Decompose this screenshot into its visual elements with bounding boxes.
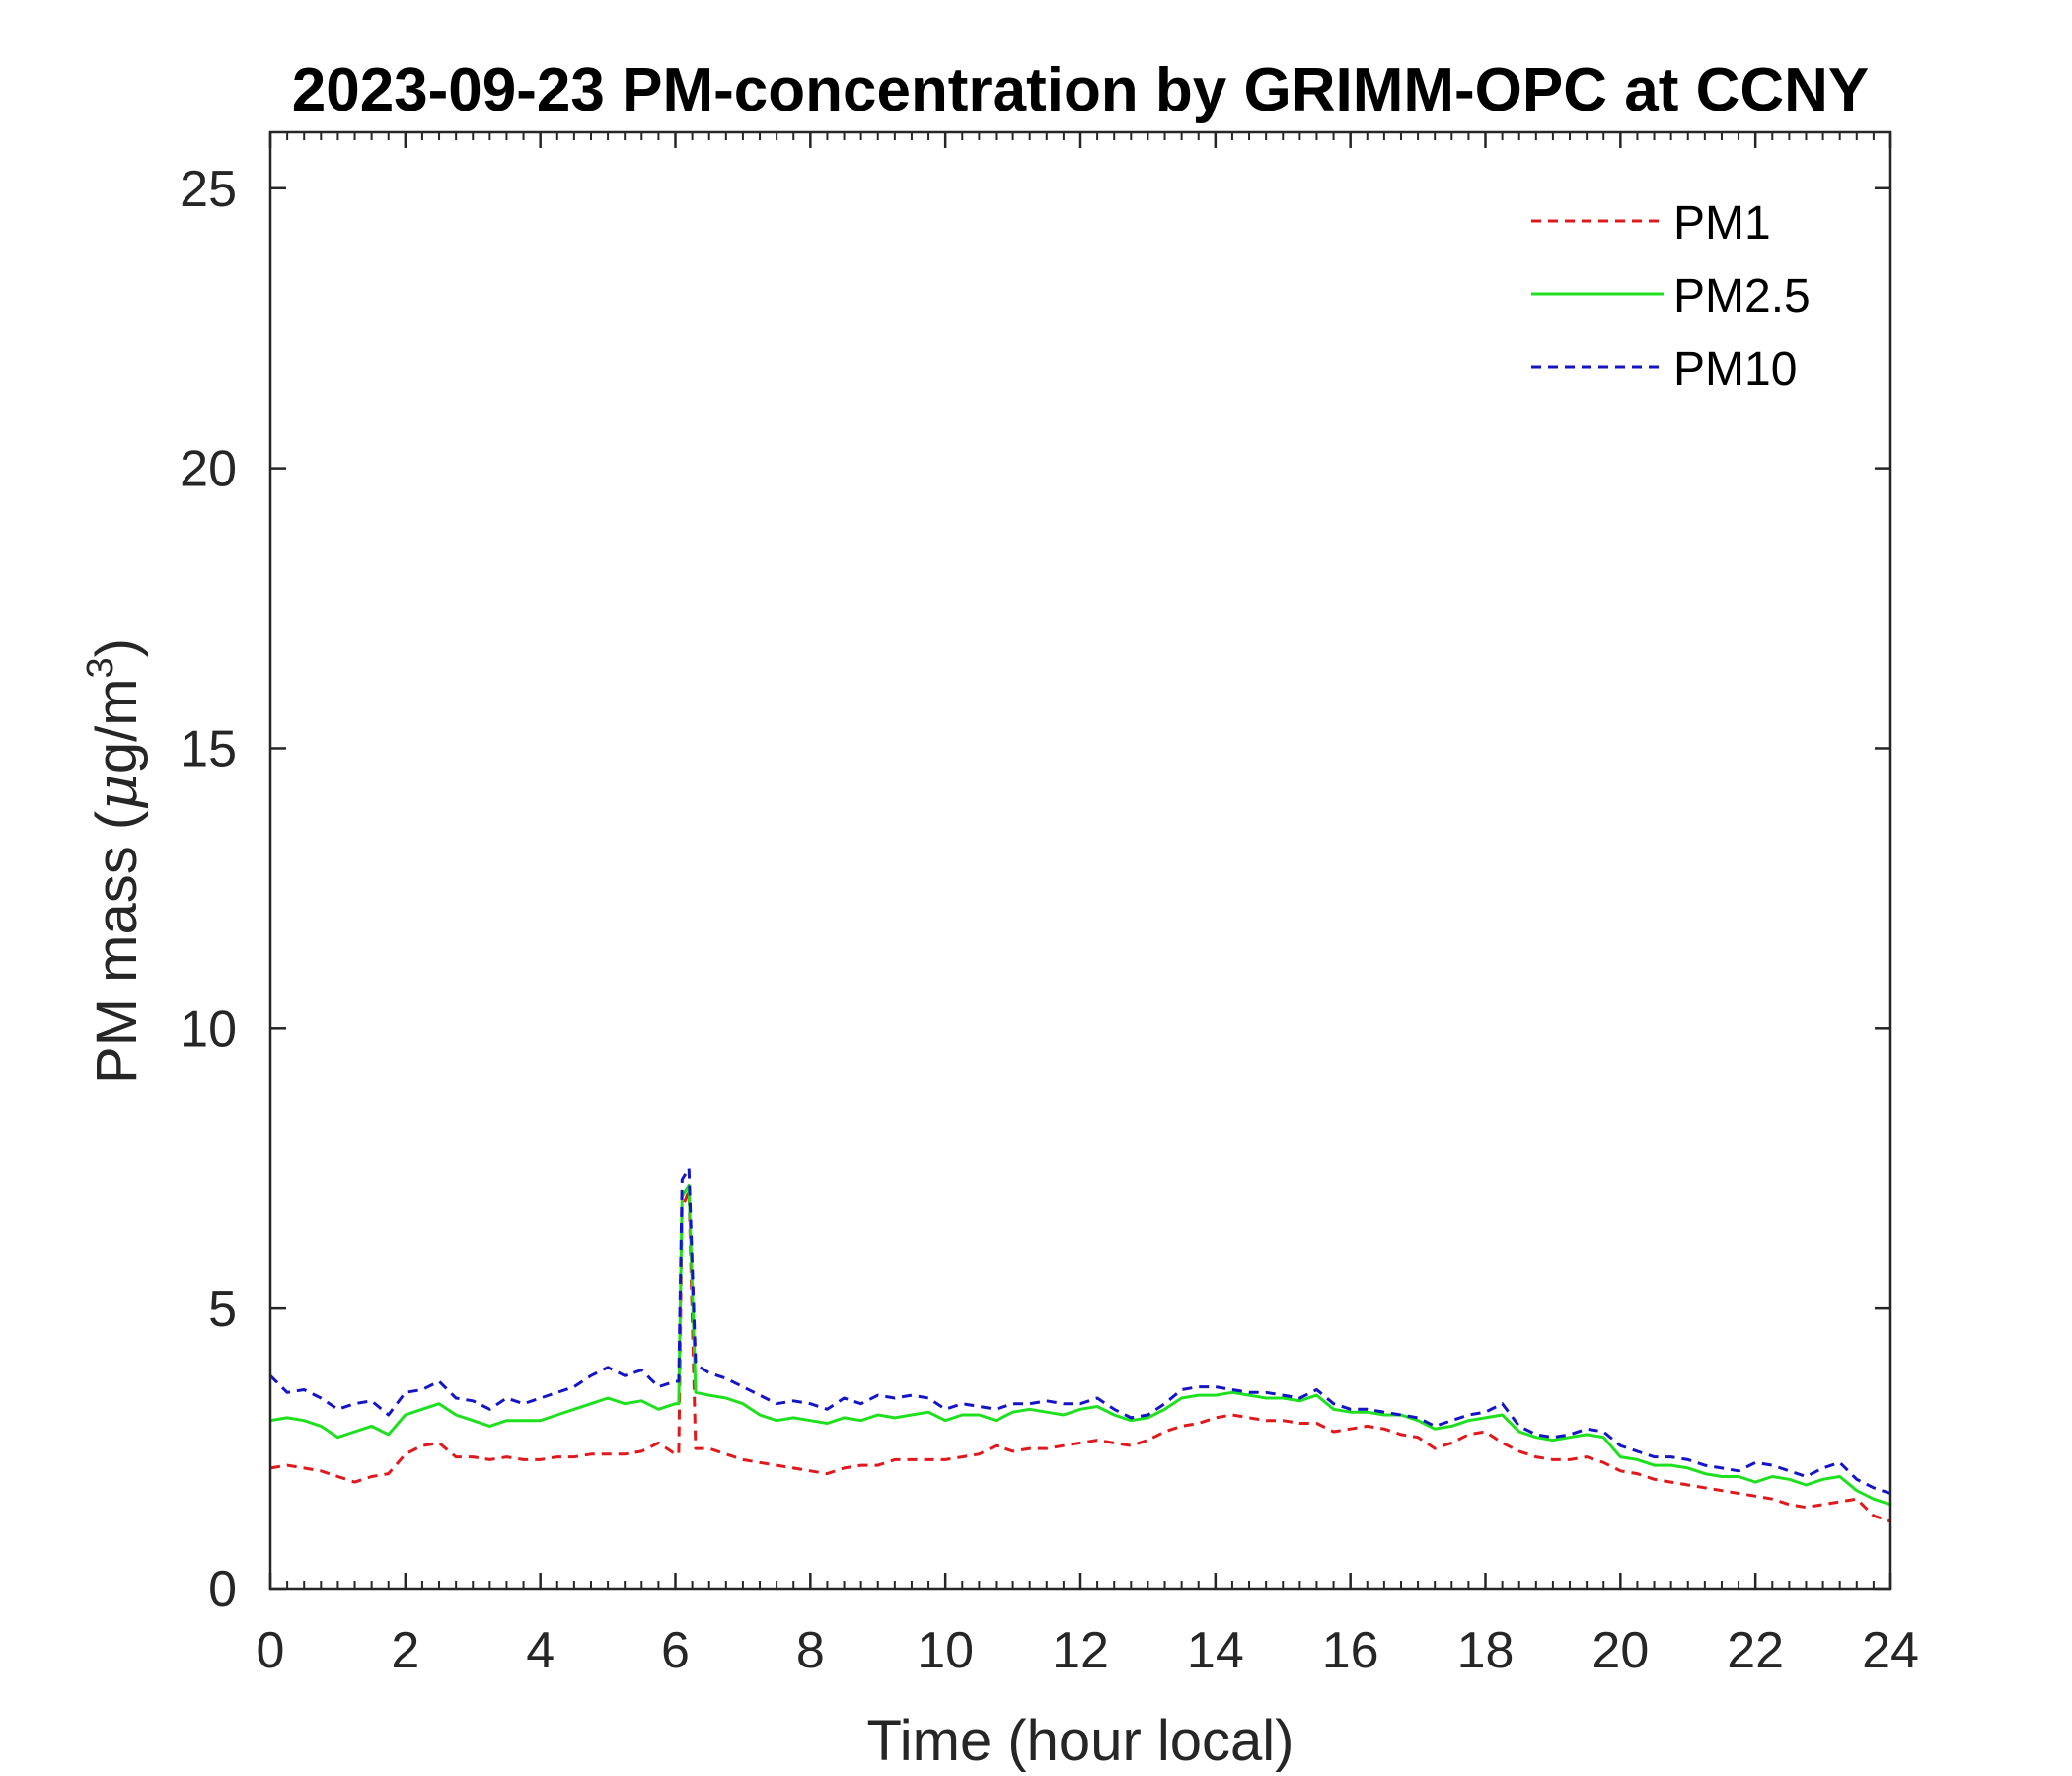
- y-tick-label: 10: [180, 1000, 237, 1058]
- y-axis-label-close: ): [85, 638, 149, 657]
- series-line-pm1: [270, 1189, 1890, 1523]
- y-axis-label-main: PM mass (: [85, 811, 149, 1084]
- y-tick-label: 25: [180, 161, 237, 218]
- x-tick-label: 0: [257, 1622, 285, 1679]
- x-tick-label: 24: [1862, 1622, 1919, 1679]
- chart-title: 2023-09-23 PM-concentration by GRIMM-OPC…: [292, 56, 1870, 124]
- x-tick-label: 10: [917, 1622, 974, 1679]
- y-axis-label: PM mass (μg/m3): [80, 638, 150, 1084]
- y-tick-label: 5: [208, 1281, 237, 1338]
- legend-label-pm1: PM1: [1673, 197, 1771, 250]
- y-axis-label-superscript: 3: [80, 657, 121, 678]
- x-tick-label: 8: [796, 1622, 825, 1679]
- x-tick-label: 20: [1591, 1622, 1649, 1679]
- x-tick-label: 12: [1052, 1622, 1109, 1679]
- x-tick-label: 2: [391, 1622, 419, 1679]
- series-layer: [270, 1166, 1890, 1523]
- y-tick-label: 15: [180, 720, 237, 777]
- legend: PM1 PM2.5 PM10: [1531, 197, 1811, 396]
- x-tick-label: 22: [1727, 1622, 1784, 1679]
- x-tick-label: 18: [1457, 1622, 1515, 1679]
- y-tick-label: 20: [180, 441, 237, 498]
- series-line-pm2-5: [270, 1183, 1890, 1507]
- series-line-pm10: [270, 1166, 1890, 1495]
- y-axis-label-unit: g/m: [85, 678, 149, 774]
- x-axis-label: Time (hour local): [867, 1709, 1295, 1773]
- x-tick-label: 16: [1322, 1622, 1379, 1679]
- y-tick-label: 0: [208, 1561, 237, 1618]
- x-tick-label: 4: [526, 1622, 555, 1679]
- x-tick-label: 6: [661, 1622, 690, 1679]
- x-tick-label: 14: [1187, 1622, 1244, 1679]
- y-axis-label-mu: μ: [83, 774, 150, 811]
- legend-label-pm2-5: PM2.5: [1673, 270, 1811, 323]
- legend-label-pm10: PM10: [1673, 343, 1797, 396]
